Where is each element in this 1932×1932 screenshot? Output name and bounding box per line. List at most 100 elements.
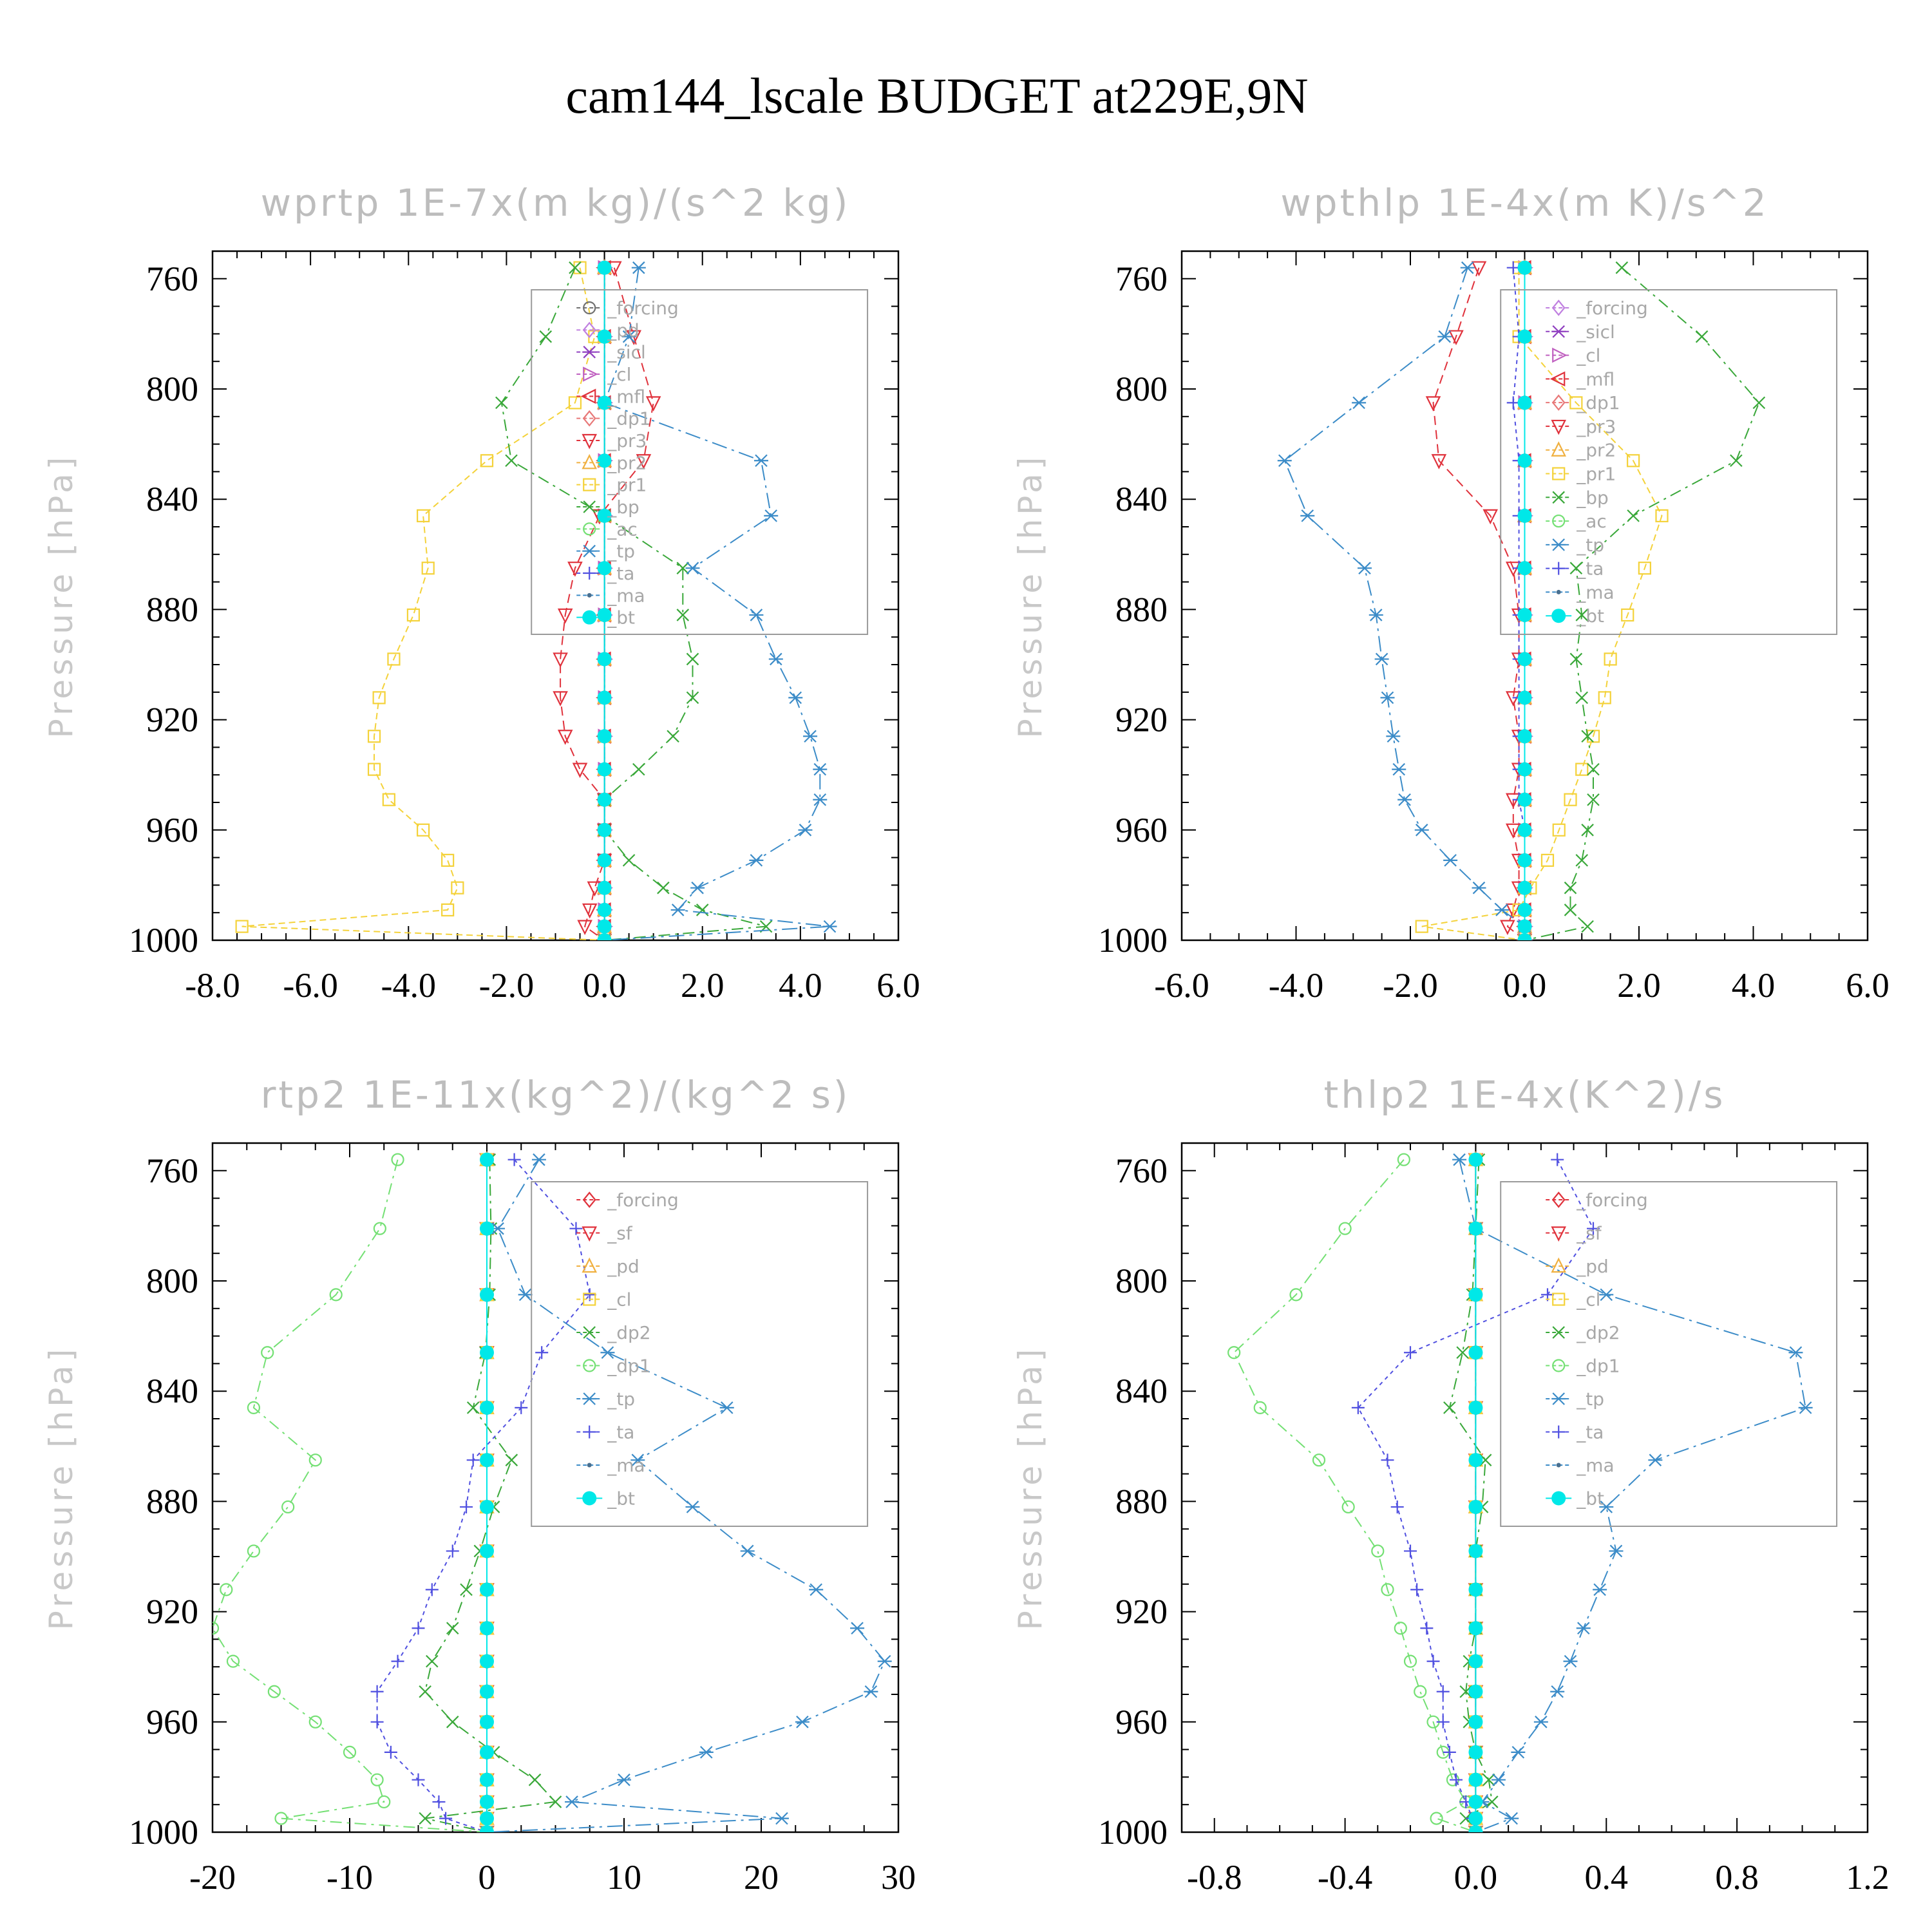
y-axis-label: Pressure [hPa] xyxy=(1012,453,1049,739)
series-dp1-point xyxy=(1381,1583,1394,1596)
legend-marker xyxy=(583,366,598,382)
series-bt-point-shape xyxy=(1517,822,1532,837)
series-tp-point-shape xyxy=(621,330,636,343)
series-pr3-point xyxy=(557,608,573,624)
series-tp-point xyxy=(768,652,783,666)
legend-marker-shape xyxy=(582,610,597,625)
series-bp-point xyxy=(1627,509,1640,522)
series-bt-point-shape xyxy=(1468,1400,1483,1415)
legend-marker-shape xyxy=(1551,1491,1566,1506)
panel-4: thlp2 1E-4x(K^2)/s Pressure [hPa] 760 800 84… xyxy=(1012,1073,1889,1897)
series-pr1-point-shape xyxy=(367,730,381,743)
series-ta-point xyxy=(460,1500,473,1513)
series-bt-point-shape xyxy=(1468,1453,1483,1468)
legend-marker xyxy=(583,1293,596,1306)
series-bt-point-shape xyxy=(480,1621,494,1636)
series-bt-point-shape xyxy=(1468,1499,1483,1514)
series-pr1-point xyxy=(451,881,464,895)
y-tick-label: 1000 xyxy=(129,921,198,960)
series-ta-point-shape xyxy=(446,1544,459,1558)
x-tick-label: -6.0 xyxy=(1154,966,1209,1005)
series-dp1-point xyxy=(343,1745,357,1759)
series-bt-point xyxy=(1468,1714,1483,1729)
series-bp-point xyxy=(696,904,709,916)
series-bt-point-shape xyxy=(480,1772,494,1787)
series-dp2-point xyxy=(426,1654,439,1668)
series-pr1-point xyxy=(480,454,494,468)
series-bt-point-shape xyxy=(597,652,612,667)
series-ta-line xyxy=(376,1159,591,1832)
series-bp-point xyxy=(657,881,670,895)
series-bp-point-shape xyxy=(686,691,699,705)
series-bp-point-shape xyxy=(1575,854,1589,867)
series-ta-point xyxy=(515,1401,528,1414)
panel-title: wpthlp 1E-4x(m K)/s^2 xyxy=(1280,181,1768,225)
series-bp-point xyxy=(1695,330,1709,343)
series-dp2-line xyxy=(1448,1159,1493,1832)
series-pr3-point-shape xyxy=(582,903,598,919)
series-ta-point xyxy=(412,1773,425,1786)
series-tp-point-shape xyxy=(565,1795,580,1808)
series-dp1-point-shape xyxy=(1381,1583,1394,1596)
series-tp-point-shape xyxy=(685,1501,700,1513)
series-dp1-point-shape xyxy=(281,1500,295,1514)
y-axis-label: Pressure [hPa] xyxy=(43,1345,80,1631)
series-dp1-point xyxy=(1397,1153,1410,1166)
series-pr1-point-shape xyxy=(1569,396,1583,410)
series-bt-point-shape xyxy=(1468,1772,1483,1787)
legend-marker xyxy=(1556,589,1561,594)
series-tp-point xyxy=(1495,904,1509,916)
series-ta-point-shape xyxy=(384,1745,397,1759)
series-tp-point xyxy=(518,1288,533,1302)
series-bt-point-shape xyxy=(1468,1794,1483,1809)
series-bt-point-shape xyxy=(480,1745,494,1759)
series-dp1-point xyxy=(1394,1622,1407,1635)
series-tp-point-shape xyxy=(1563,1654,1578,1668)
panel-title: wprtp 1E-7x(m kg)/(s^2 kg) xyxy=(261,181,851,225)
series-ta-point-shape xyxy=(432,1795,446,1808)
series-ta-point xyxy=(1436,1685,1450,1698)
series-bt-point xyxy=(597,919,612,934)
legend-marker xyxy=(583,522,596,536)
series-tp-point xyxy=(1533,1716,1548,1728)
series-tp-point-shape xyxy=(877,1654,892,1668)
series-pr3-point xyxy=(577,920,592,936)
series-tp-point xyxy=(670,904,685,916)
series-dp1-point-shape xyxy=(308,1715,322,1728)
series-pr1-point-shape xyxy=(421,562,435,575)
series-ta-point-shape xyxy=(1436,1685,1450,1698)
panels: wprtp 1E-7x(m kg)/(s^2 kg) Pressure [hPa]… xyxy=(43,181,1889,1897)
series-dp1-point xyxy=(261,1346,274,1359)
series-ta-point-shape xyxy=(515,1401,528,1414)
series-dp1-point xyxy=(329,1288,343,1302)
series-bt-point xyxy=(1468,1453,1483,1468)
series-tp-point-shape xyxy=(1504,1812,1519,1825)
y-tick-label: 920 xyxy=(146,701,198,739)
y-tick-label: 760 xyxy=(146,1151,198,1190)
series-tp-point xyxy=(1397,793,1412,806)
series-tp-point-shape xyxy=(809,1583,824,1596)
series-group xyxy=(1277,259,1766,940)
series-pr3-point-shape xyxy=(645,396,661,412)
legend-marker-shape xyxy=(582,1257,598,1273)
legend-marker-shape xyxy=(1551,1191,1566,1208)
series-bt-point-shape xyxy=(597,822,612,837)
series-pr3-point xyxy=(1505,823,1521,839)
series-pr1-point xyxy=(372,691,386,705)
series-pr1-point-shape xyxy=(417,823,430,837)
legend-label: _tp xyxy=(607,1388,635,1410)
series-tp-point xyxy=(774,1812,789,1825)
series-bt-point xyxy=(1517,822,1532,837)
series-ta-point-shape xyxy=(1426,1654,1440,1668)
legend-label: _tp xyxy=(607,541,635,562)
y-tick-label: 760 xyxy=(1115,260,1168,298)
series-bt-point xyxy=(480,1544,494,1558)
series-bp-point xyxy=(539,330,553,343)
series-tp-point xyxy=(1392,762,1406,776)
series-bp-point-shape xyxy=(686,652,699,666)
series-bp-point-shape xyxy=(1564,904,1577,916)
series-bt-point xyxy=(480,1287,494,1302)
series-pr1-point-shape xyxy=(1604,652,1617,666)
series-pr1-line xyxy=(242,267,605,940)
